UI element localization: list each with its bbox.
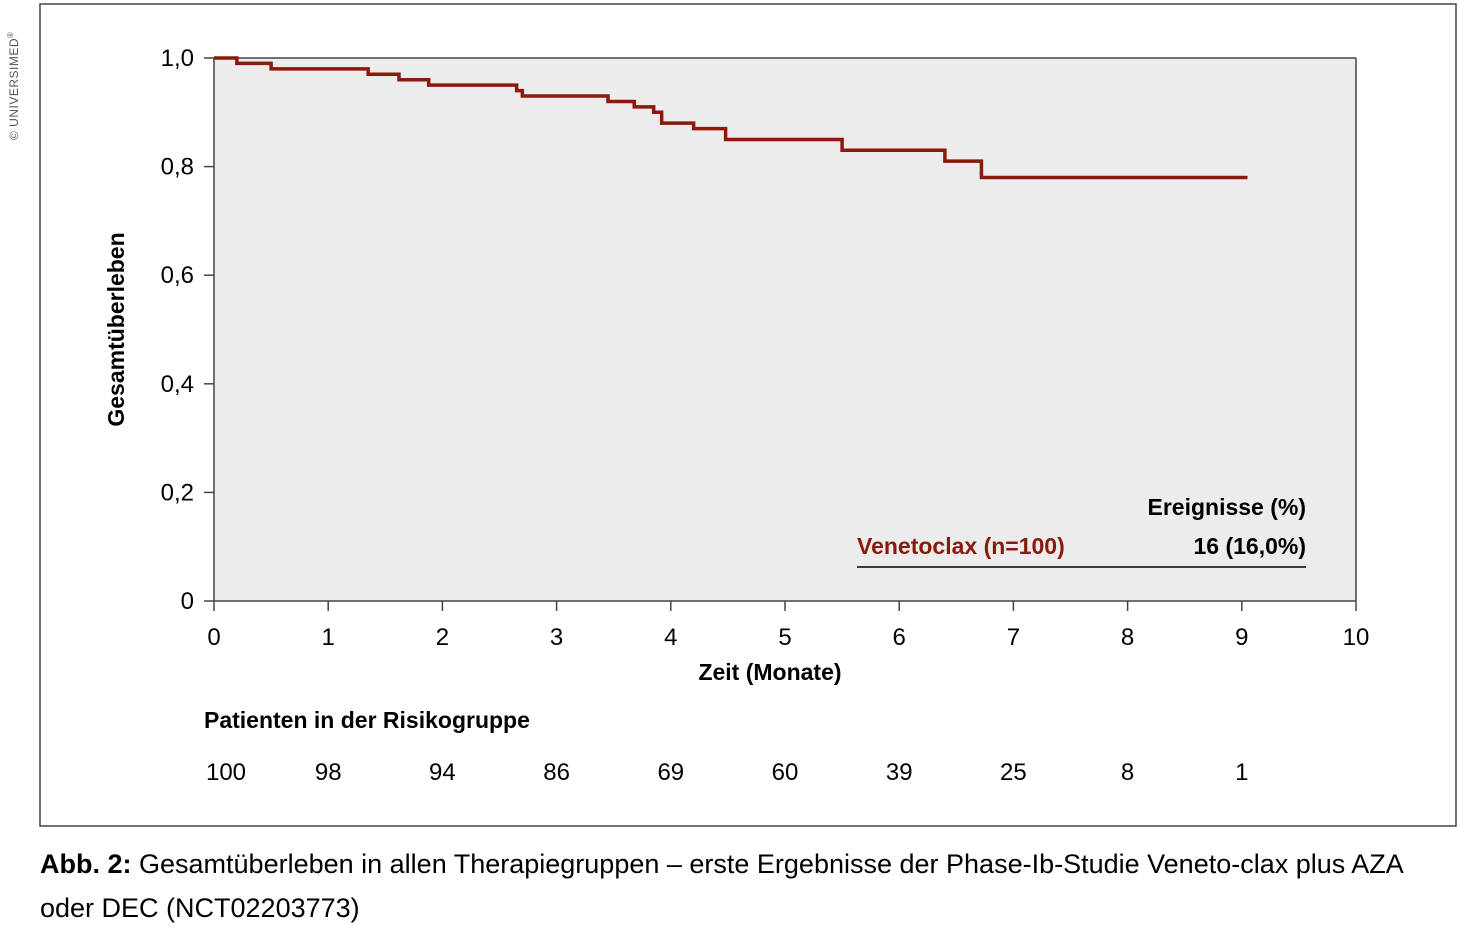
- risk-count-cell: 60: [772, 759, 799, 786]
- x-tick-label: 2: [436, 624, 449, 651]
- y-axis-label: Gesamtüberleben: [103, 232, 129, 426]
- figure-caption: Abb. 2: Gesamtüberleben in allen Therapi…: [40, 842, 1450, 930]
- x-tick-label: 8: [1121, 624, 1134, 651]
- y-tick-label: 0,8: [161, 154, 194, 181]
- risk-table-title: Patienten in der Risikogruppe: [204, 707, 530, 733]
- risk-count-cell: 1: [1235, 759, 1248, 786]
- y-axis-ticks: 0 0,2 0,4 0,6 0,8 1,0: [161, 45, 214, 615]
- risk-count-cell: 39: [886, 759, 913, 786]
- y-tick-label: 0,4: [161, 371, 194, 398]
- x-tick-label: 0: [207, 624, 220, 651]
- x-axis-label: Zeit (Monate): [698, 659, 841, 685]
- risk-count-cell: 86: [543, 759, 570, 786]
- x-tick-label: 4: [664, 624, 677, 651]
- x-tick-label: 5: [778, 624, 791, 651]
- x-axis-ticks: 0 1 2 3 4 5 6 7 8 9 10: [207, 601, 1369, 651]
- risk-count-cell: 69: [657, 759, 684, 786]
- x-tick-label: 9: [1235, 624, 1248, 651]
- copyright-notice: © UNIVERSIMED®: [6, 31, 21, 140]
- risk-count-cell: 100: [206, 759, 246, 786]
- caption-label: Abb. 2:: [40, 849, 132, 879]
- risk-count-cell: 25: [1000, 759, 1027, 786]
- y-tick-label: 0,6: [161, 262, 194, 289]
- x-tick-label: 6: [893, 624, 906, 651]
- risk-table-counts: 100 98 94 86 69 60 39 25 8 1: [206, 759, 1249, 786]
- x-tick-label: 1: [322, 624, 335, 651]
- caption-text: Gesamtüberleben in allen Therapiegruppen…: [40, 849, 1403, 923]
- x-tick-label: 10: [1343, 624, 1370, 651]
- legend-events-value: 16 (16,0%): [1193, 533, 1306, 559]
- x-tick-label: 7: [1007, 624, 1020, 651]
- y-tick-label: 0,2: [161, 479, 194, 506]
- legend-series-label: Venetoclax (n=100): [857, 533, 1065, 559]
- x-tick-label: 3: [550, 624, 563, 651]
- y-tick-label: 1,0: [161, 45, 194, 72]
- risk-count-cell: 94: [429, 759, 456, 786]
- legend-header: Ereignisse (%): [1148, 494, 1307, 520]
- plot-area: [214, 58, 1356, 601]
- y-tick-label: 0: [181, 588, 194, 615]
- risk-count-cell: 8: [1121, 759, 1134, 786]
- series-line-venetoclax: [214, 56, 1248, 180]
- risk-count-cell: 98: [315, 759, 342, 786]
